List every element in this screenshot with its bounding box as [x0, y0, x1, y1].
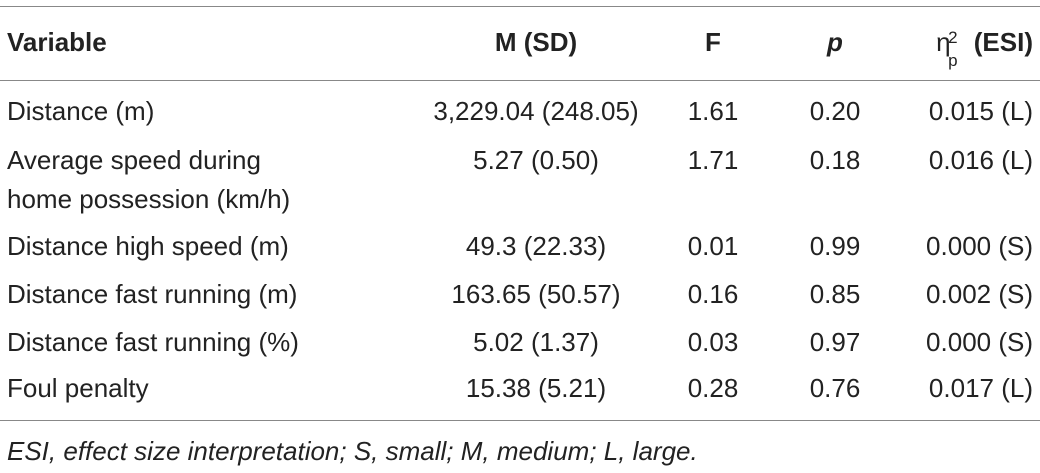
cell-f: 0.28 [687, 373, 739, 403]
cell-f: 1.71 [687, 145, 739, 175]
cell-esi: 0.000 (S) [926, 231, 1033, 261]
cell-m-sd: 15.38 (5.21) [465, 373, 607, 403]
cell-p: 0.76 [809, 373, 861, 403]
header-m-sd: M (SD) [494, 27, 578, 57]
cell-variable: Distance (m) [7, 96, 155, 126]
cell-variable-line2: home possession (km/h) [7, 184, 291, 214]
header-f: F [705, 27, 721, 57]
cell-f: 0.01 [687, 231, 739, 261]
cell-p: 0.85 [809, 279, 861, 309]
cell-m-sd: 5.02 (1.37) [473, 327, 599, 357]
cell-m-sd: 5.27 (0.50) [473, 145, 599, 175]
cell-variable: Average speed during [7, 145, 261, 175]
eta-superscript: 2 [948, 28, 958, 47]
header-esi: (ESI) [973, 27, 1033, 57]
cell-m-sd: 3,229.04 (248.05) [433, 96, 639, 126]
top-rule [0, 6, 1040, 7]
bottom-rule [0, 420, 1040, 421]
eta-letter: η [936, 27, 951, 57]
cell-f: 1.61 [687, 96, 739, 126]
cell-esi: 0.017 (L) [928, 373, 1033, 403]
eta-subscript: p [948, 51, 958, 70]
header-rule [0, 80, 1040, 81]
cell-variable: Foul penalty [7, 373, 149, 403]
cell-p: 0.20 [809, 96, 861, 126]
cell-p: 0.18 [809, 145, 861, 175]
cell-esi: 0.000 (S) [926, 327, 1033, 357]
cell-m-sd: 163.65 (50.57) [451, 279, 621, 309]
cell-esi: 0.002 (S) [926, 279, 1033, 309]
header-p: p [827, 27, 843, 57]
cell-variable: Distance high speed (m) [7, 231, 289, 261]
cell-variable: Distance fast running (m) [7, 279, 298, 309]
cell-variable: Distance fast running (%) [7, 327, 299, 357]
header-variable: Variable [7, 27, 107, 57]
cell-f: 0.16 [687, 279, 739, 309]
cell-f: 0.03 [687, 327, 739, 357]
table-footnote: ESI, effect size interpretation; S, smal… [7, 436, 698, 466]
cell-esi: 0.015 (L) [928, 96, 1033, 126]
cell-m-sd: 49.3 (22.33) [465, 231, 607, 261]
cell-p: 0.97 [809, 327, 861, 357]
cell-esi: 0.016 (L) [928, 145, 1033, 175]
cell-p: 0.99 [809, 231, 861, 261]
